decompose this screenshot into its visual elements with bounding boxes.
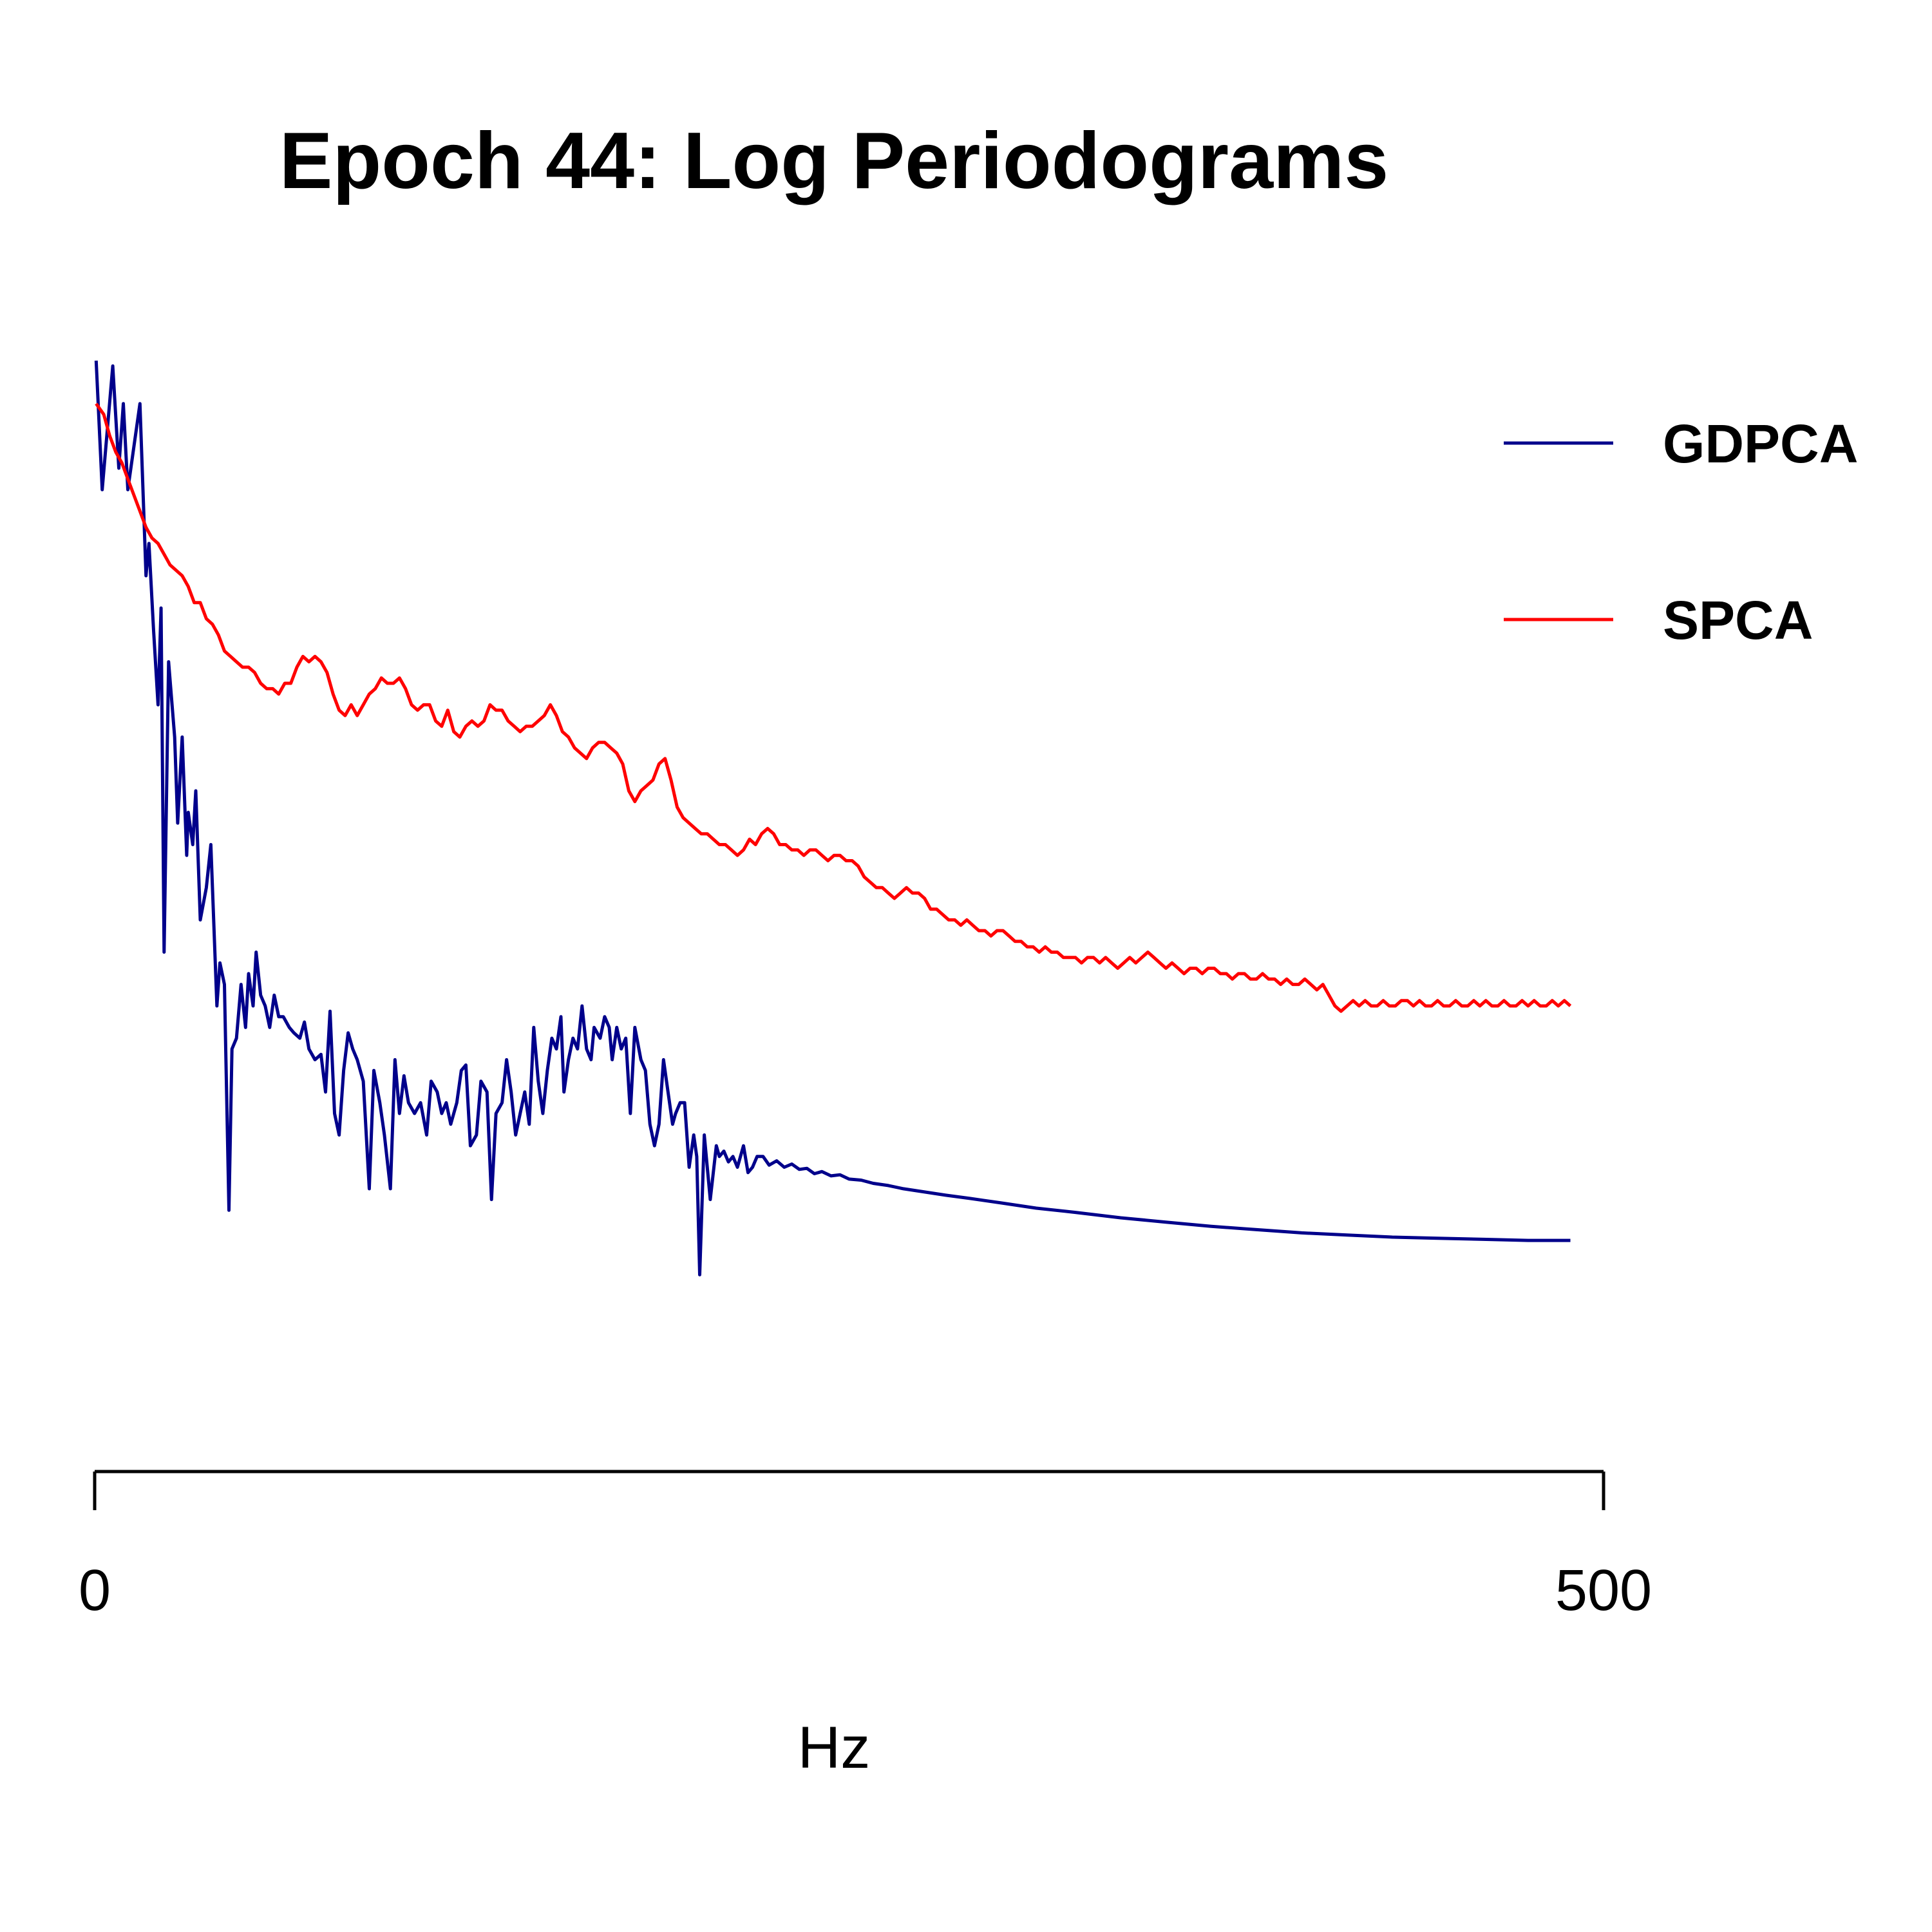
- series-line-gdpca: [94, 360, 1571, 1276]
- legend-label-spca: SPCA: [1663, 590, 1813, 650]
- series-line-spca: [95, 402, 1572, 1013]
- x-tick-label: 0: [79, 1558, 111, 1623]
- chart-title: Epoch 44: Log Periodograms: [279, 117, 1389, 205]
- legend: GDPCA SPCA: [1504, 413, 1858, 650]
- legend-label-gdpca: GDPCA: [1663, 413, 1858, 474]
- plot-lines: [94, 360, 1572, 1276]
- x-tick-label: 500: [1555, 1558, 1652, 1623]
- x-axis: 0 500: [79, 1470, 1652, 1623]
- x-axis-label: Hz: [798, 1715, 870, 1781]
